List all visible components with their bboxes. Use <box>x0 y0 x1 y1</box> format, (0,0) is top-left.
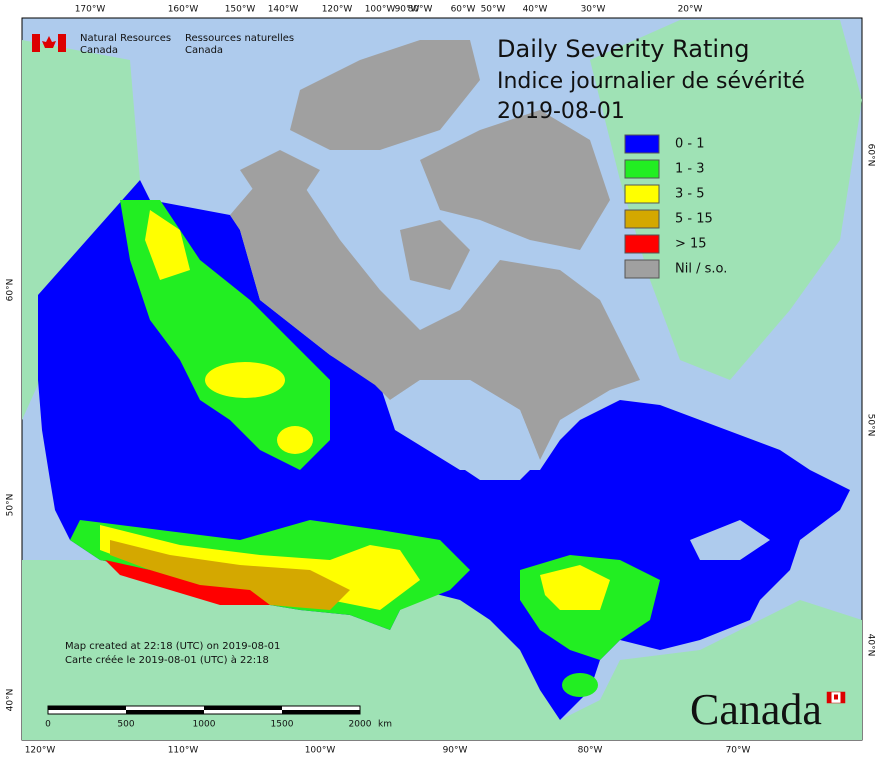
area-5-15 <box>110 540 350 610</box>
lon-label: 150°W <box>225 5 256 15</box>
arctic-island <box>400 220 470 290</box>
lat-label: 50°N <box>6 494 16 517</box>
scale-label: 0 <box>45 720 51 730</box>
lon-label: 80°W <box>578 746 603 756</box>
arctic-island <box>420 110 610 250</box>
legend-swatch <box>624 134 660 154</box>
agency-fr: Ressources naturelles <box>185 33 294 44</box>
lon-label: 20°W <box>678 5 703 15</box>
legend-label: > 15 <box>675 237 707 252</box>
lon-label: 160°W <box>168 5 199 15</box>
graticule-labels: 170°W 160°W 150°W 140°W 120°W 100°W 90°W80°W 60… <box>6 5 876 756</box>
lon-label: 40°W <box>523 5 548 15</box>
logo: Natural Resources Canada Ressources natu… <box>32 33 294 56</box>
lon-label: 110°W <box>168 746 199 756</box>
lon-label: 90°W <box>443 746 468 756</box>
scale-label: 2000 <box>349 720 372 730</box>
greenland <box>590 20 862 380</box>
lon-label: 100°W <box>365 5 396 15</box>
flag-bar <box>827 692 832 703</box>
lat-label: 40°N <box>866 634 876 657</box>
severity-areas <box>70 200 660 697</box>
lon-label: 100°W <box>305 746 336 756</box>
lon-label: 60°W <box>451 5 476 15</box>
alaska <box>22 40 140 420</box>
legend-label: 0 - 1 <box>675 137 705 152</box>
scale-bar <box>47 705 361 715</box>
lon-label: 50°W <box>481 5 506 15</box>
area-gt-15 <box>105 560 270 605</box>
agency-en: Natural Resources <box>80 33 171 44</box>
scale-unit: km <box>378 720 392 730</box>
area-1-3 <box>562 673 598 697</box>
lon-label: 90°W <box>395 5 420 15</box>
lon-label: 140°W <box>268 5 299 15</box>
legend-swatch <box>624 259 660 279</box>
legend-swatch <box>624 209 660 229</box>
legend-label: 3 - 5 <box>675 187 705 202</box>
agency-fr: Canada <box>185 45 223 56</box>
area-3-5 <box>540 565 610 610</box>
lat-label: 60°N <box>866 144 876 167</box>
scale-seg <box>48 706 126 710</box>
legend-swatch <box>624 234 660 254</box>
lon-label: 120°W <box>25 746 56 756</box>
lat-label: 60°N <box>6 279 16 302</box>
arctic-island <box>240 150 320 200</box>
scale-seg <box>204 706 282 710</box>
title: Daily Severity Rating <box>497 35 749 63</box>
wordmark-flag <box>826 691 846 704</box>
lat-label: 50°N <box>866 414 876 437</box>
lon-label: 70°W <box>726 746 751 756</box>
scale-seg <box>282 710 360 714</box>
legend-label: 1 - 3 <box>675 162 705 177</box>
flag-leaf <box>42 36 56 48</box>
legend: 0 - 1 1 - 3 3 - 5 5 - 15 > 15 Nil / s.o. <box>624 134 727 279</box>
area-3-5 <box>277 426 313 454</box>
footer: Carte créée le 2019-08-01 (UTC) à 22:18 <box>65 654 269 666</box>
legend-label: Nil / s.o. <box>675 262 727 277</box>
area-3-5 <box>145 210 190 280</box>
scale-label: 500 <box>117 720 134 730</box>
scale-labels: 0 500 1000 1500 2000 km <box>45 720 392 730</box>
flag-bar <box>840 692 845 703</box>
footer: Map created at 22:18 (UTC) on 2019-08-01 <box>65 641 280 652</box>
legend-swatch <box>624 159 660 179</box>
arctic-island <box>290 40 480 150</box>
title: 2019-08-01 <box>497 99 625 124</box>
hudson-bay <box>390 380 540 480</box>
legend-label: 5 - 15 <box>675 212 713 227</box>
lon-label: 80°W <box>408 5 433 15</box>
flag-leaf <box>834 694 838 700</box>
wordmark: Canada <box>690 685 822 734</box>
lon-label: 30°W <box>581 5 606 15</box>
gulf-st-lawrence <box>690 520 770 560</box>
title: Indice journalier de sévérité <box>497 69 805 94</box>
lon-label: 120°W <box>322 5 353 15</box>
area-3-5 <box>205 362 285 398</box>
lon-label: 170°W <box>75 5 106 15</box>
scale-label: 1000 <box>193 720 216 730</box>
scale-seg <box>126 710 204 714</box>
nunavut <box>230 180 640 460</box>
lat-label: 40°N <box>6 689 16 712</box>
flag-bar <box>32 34 40 52</box>
scale-label: 1500 <box>271 720 294 730</box>
agency-en: Canada <box>80 45 118 56</box>
flag-bar <box>58 34 66 52</box>
legend-swatch <box>624 184 660 204</box>
